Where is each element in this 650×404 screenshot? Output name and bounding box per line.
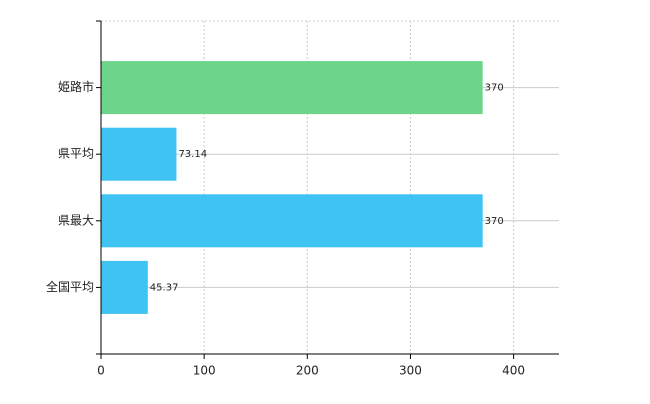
x-tick-label: 300: [399, 364, 422, 378]
value-label: 370: [485, 83, 504, 94]
x-tick-label: 100: [193, 364, 216, 378]
x-tick-label: 200: [296, 364, 319, 378]
y-tick-label: 県平均: [58, 147, 94, 161]
bar: [101, 194, 483, 248]
value-label: 73.14: [178, 149, 207, 160]
y-tick-label: 全国平均: [46, 279, 94, 294]
bar: [101, 61, 483, 115]
bar: [101, 127, 177, 181]
x-tick-label: 0: [97, 364, 105, 378]
y-tick-label: 姫路市: [58, 79, 94, 94]
value-label: 370: [485, 216, 504, 227]
x-tick-label: 400: [502, 364, 525, 378]
value-label: 45.37: [150, 282, 179, 293]
y-tick-label: 県最大: [58, 213, 94, 227]
bar: [101, 260, 148, 314]
